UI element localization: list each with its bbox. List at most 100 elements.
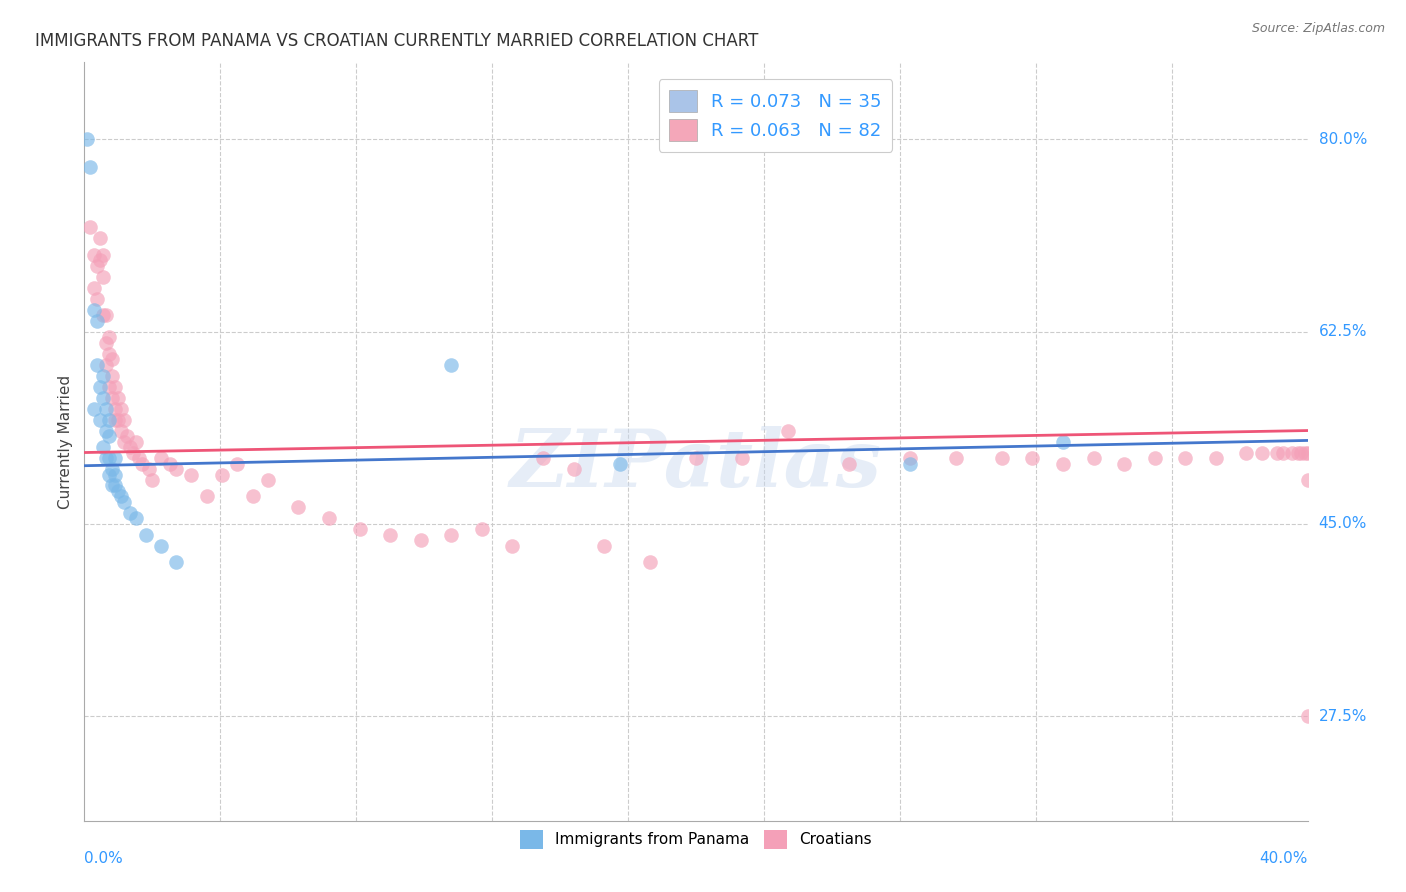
Point [91,440,114,454]
Point [104,467,127,482]
Point [76,132,98,146]
Point [125,511,148,525]
Point [1205,450,1227,465]
Point [110,401,132,416]
Point [89,379,111,393]
Point [531,450,554,465]
Point [1083,450,1105,465]
Point [97,379,120,393]
Point [104,450,127,465]
Point [257,473,280,487]
Point [91,368,114,383]
Point [101,391,124,405]
Point [110,490,132,504]
Point [91,308,114,322]
Point [1052,434,1074,449]
Point [83,401,105,416]
Point [89,231,111,245]
Point [609,457,631,471]
Text: 40.0%: 40.0% [1260,851,1308,866]
Point [1296,473,1319,487]
Point [86,259,108,273]
Text: 45.0%: 45.0% [1319,516,1367,532]
Point [101,478,124,492]
Point [97,450,120,465]
Point [1296,709,1319,723]
Point [112,434,135,449]
Point [94,401,117,416]
Point [101,352,124,367]
Point [112,412,135,426]
Text: 0.0%: 0.0% [84,851,124,866]
Point [165,462,187,476]
Point [1286,445,1309,459]
Text: 27.5%: 27.5% [1319,709,1367,723]
Point [776,424,799,438]
Text: 62.5%: 62.5% [1319,324,1367,339]
Y-axis label: Currently Married: Currently Married [58,375,73,508]
Point [1021,450,1043,465]
Point [107,483,129,498]
Point [1174,450,1197,465]
Text: Source: ZipAtlas.com: Source: ZipAtlas.com [1251,22,1385,36]
Point [409,533,432,548]
Point [101,368,124,383]
Point [104,478,127,492]
Point [120,506,142,520]
Point [562,462,585,476]
Point [195,490,218,504]
Point [1143,450,1166,465]
Point [104,412,127,426]
Point [89,412,111,426]
Point [638,556,661,570]
Point [112,495,135,509]
Point [287,500,309,515]
Point [838,457,860,471]
Point [104,379,127,393]
Point [731,450,754,465]
Point [242,490,264,504]
Legend: Immigrants from Panama, Croatians: Immigrants from Panama, Croatians [513,824,879,855]
Point [110,424,132,438]
Point [97,467,120,482]
Point [502,539,524,553]
Point [91,391,114,405]
Point [79,160,101,174]
Point [1250,445,1272,459]
Point [440,528,463,542]
Point [120,440,142,454]
Point [94,358,117,372]
Point [86,358,108,372]
Point [94,308,117,322]
Point [89,253,111,268]
Point [94,450,117,465]
Point [94,424,117,438]
Text: 80.0%: 80.0% [1319,132,1367,147]
Point [211,467,233,482]
Point [1296,445,1319,459]
Point [349,523,371,537]
Point [91,248,114,262]
Point [149,539,172,553]
Point [318,511,340,525]
Point [141,473,163,487]
Point [898,457,921,471]
Point [91,269,114,284]
Point [1272,445,1295,459]
Point [97,429,120,443]
Point [107,391,129,405]
Point [125,434,148,449]
Point [226,457,249,471]
Point [165,556,187,570]
Point [83,248,105,262]
Point [86,313,108,327]
Point [97,412,120,426]
Point [107,412,129,426]
Point [380,528,402,542]
Point [83,302,105,317]
Point [97,346,120,360]
Text: IMMIGRANTS FROM PANAMA VS CROATIAN CURRENTLY MARRIED CORRELATION CHART: IMMIGRANTS FROM PANAMA VS CROATIAN CURRE… [35,32,759,50]
Point [104,401,127,416]
Point [131,457,153,471]
Point [1294,445,1316,459]
